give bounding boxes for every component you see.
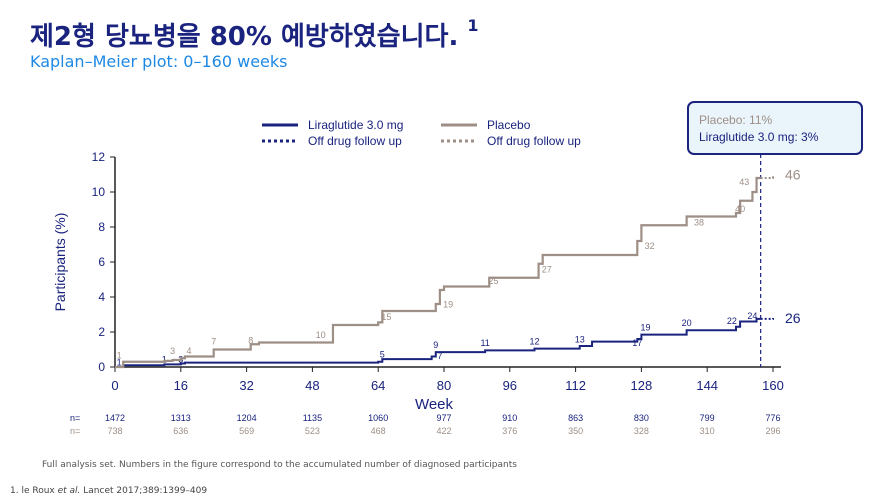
- at-risk-placebo: 738: [107, 426, 122, 436]
- placebo-data-label: 25: [488, 276, 498, 286]
- liraglutide-data-label: 19: [641, 322, 651, 332]
- placebo-data-label: 10: [316, 330, 326, 340]
- liraglutide-end-label: 26: [785, 310, 801, 326]
- at-risk-liraglutide: 1472: [105, 413, 125, 423]
- at-risk-placebo: 350: [568, 426, 583, 436]
- x-tick-label: 96: [503, 378, 517, 393]
- legend-placebo-offdrug-label: Off drug follow up: [487, 134, 581, 148]
- at-risk-placebo: 296: [765, 426, 780, 436]
- liraglutide-data-label: 12: [529, 336, 539, 346]
- figure-footnote: Full analysis set. Numbers in the figure…: [42, 460, 517, 470]
- at-risk-liraglutide: 977: [436, 413, 451, 423]
- callout-placebo: Placebo: 11%: [699, 113, 772, 127]
- at-risk-placebo: 328: [634, 426, 649, 436]
- at-risk-liraglutide: 1313: [171, 413, 191, 423]
- at-risk-label-placebo: n=: [70, 426, 80, 436]
- placebo-offdrug-curve: [760, 174, 774, 179]
- at-risk-liraglutide: 1135: [303, 413, 322, 423]
- title-footnote-marker: 1: [467, 16, 479, 36]
- page-subtitle: Kaplan–Meier plot: 0–160 weeks: [30, 52, 288, 71]
- placebo-data-label: 38: [694, 217, 704, 227]
- placebo-data-label: 43: [739, 177, 749, 187]
- y-tick-label: 8: [98, 220, 105, 234]
- legend-liraglutide-offdrug-label: Off drug follow up: [308, 134, 402, 148]
- at-risk-label-liraglutide: n=: [70, 413, 80, 423]
- at-risk-liraglutide: 1204: [237, 413, 257, 423]
- at-risk-placebo: 310: [700, 426, 715, 436]
- liraglutide-data-label: 13: [575, 335, 585, 345]
- placebo-data-label: 4: [187, 346, 192, 356]
- placebo-end-label: 46: [785, 167, 801, 183]
- y-tick-label: 2: [98, 325, 105, 339]
- at-risk-placebo: 569: [239, 426, 254, 436]
- at-risk-liraglutide: 799: [700, 413, 715, 423]
- x-tick-label: 48: [305, 378, 319, 393]
- at-risk-placebo: 422: [436, 426, 451, 436]
- y-tick-label: 0: [98, 360, 105, 374]
- placebo-data-label: 15: [381, 312, 391, 322]
- liraglutide-data-label: 9: [433, 340, 438, 350]
- liraglutide-data-label: 20: [682, 318, 692, 328]
- at-risk-placebo: 523: [305, 426, 320, 436]
- at-risk-placebo: 636: [173, 426, 188, 436]
- placebo-data-label: 3: [170, 346, 175, 356]
- at-risk-liraglutide: 1060: [368, 413, 388, 423]
- at-risk-liraglutide: 776: [765, 413, 780, 423]
- x-tick-label: 128: [631, 378, 653, 393]
- placebo-data-label: 7: [211, 336, 216, 346]
- legend-liraglutide-label: Liraglutide 3.0 mg: [308, 118, 403, 132]
- x-axis-label: Week: [415, 396, 454, 413]
- liraglutide-offdrug-curve: [760, 317, 774, 320]
- liraglutide-data-label: 11: [480, 338, 489, 348]
- liraglutide-data-label: 24: [747, 311, 757, 321]
- liraglutide-curve: [115, 317, 761, 368]
- placebo-data-label: 40: [735, 204, 745, 214]
- x-tick-label: 144: [696, 378, 718, 393]
- y-axis-label: Participants (%): [52, 213, 68, 312]
- placebo-data-label: 1: [117, 350, 122, 360]
- y-tick-label: 10: [92, 185, 106, 199]
- liraglutide-data-label: 7: [437, 351, 442, 361]
- page-title: 제2형 당뇨병을 80% 예방하였습니다. 1: [30, 16, 479, 52]
- y-tick-label: 12: [92, 150, 106, 164]
- x-tick-label: 64: [371, 378, 385, 393]
- x-tick-label: 80: [437, 378, 451, 393]
- x-tick-label: 16: [174, 378, 188, 393]
- placebo-data-label: 8: [248, 335, 253, 345]
- y-tick-label: 6: [98, 255, 105, 269]
- at-risk-liraglutide: 910: [502, 413, 517, 423]
- x-tick-label: 0: [111, 378, 118, 393]
- x-tick-label: 160: [762, 378, 784, 393]
- placebo-data-label: 32: [645, 241, 655, 251]
- liraglutide-data-label: 22: [727, 316, 737, 326]
- reference: 1. le Roux et al. Lancet 2017;389:1399–4…: [10, 486, 208, 496]
- x-tick-label: 112: [565, 378, 586, 393]
- y-tick-label: 4: [98, 290, 105, 304]
- callout-liraglutide: Liraglutide 3.0 mg: 3%: [699, 130, 819, 144]
- liraglutide-data-label: 17: [632, 338, 642, 348]
- at-risk-liraglutide: 830: [634, 413, 649, 423]
- placebo-curve: [115, 176, 761, 369]
- at-risk-placebo: 376: [502, 426, 517, 436]
- liraglutide-data-label: 5: [380, 349, 385, 359]
- callout-box: [687, 101, 863, 155]
- liraglutide-data-label: 1: [117, 357, 122, 367]
- x-tick-label: 32: [239, 378, 253, 393]
- liraglutide-data-label: 1: [162, 355, 167, 365]
- at-risk-placebo: 468: [371, 426, 386, 436]
- placebo-data-label: 27: [542, 265, 552, 275]
- legend-placebo-label: Placebo: [487, 118, 531, 132]
- at-risk-liraglutide: 863: [568, 413, 583, 423]
- placebo-data-label: 19: [443, 300, 453, 310]
